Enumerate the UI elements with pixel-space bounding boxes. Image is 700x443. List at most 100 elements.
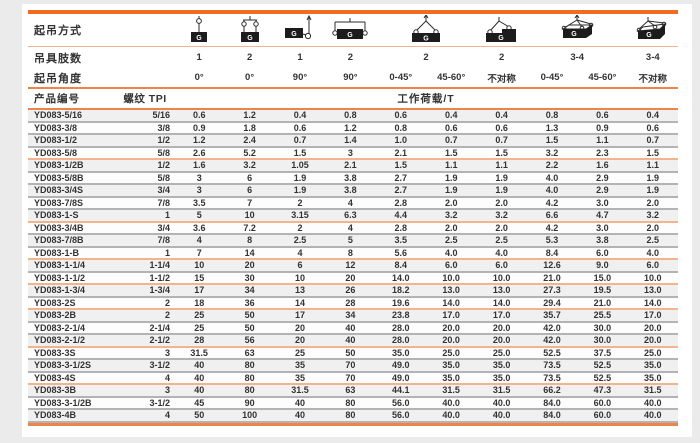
table-row: YD083-3-1/2S 3-1/2 40 80 35 70 49.0 35.0 35.0 73.… (28, 360, 678, 373)
lifting-angle-value: 90° (292, 72, 308, 83)
load-value: 10 (194, 260, 205, 271)
thread-tpi-value: 2 (164, 297, 170, 308)
table-row: YD083-4S 4 40 80 35 70 49.0 35.0 35.0 73.5 52.5 35.… (28, 372, 678, 385)
load-value: 10.0 (492, 272, 511, 283)
load-value: 0.6 (646, 122, 660, 133)
working-load-header: 工作荷载/T (397, 93, 455, 105)
sling-legs-count: 3-4 (570, 52, 585, 63)
load-value: 40.0 (492, 397, 511, 408)
load-value: 1.5 (293, 147, 307, 158)
svg-text:G: G (498, 35, 504, 42)
load-value: 18.2 (392, 285, 410, 296)
load-value: 70 (345, 372, 356, 383)
product-code: YD083-7/8B (34, 235, 84, 246)
product-code: YD083-3-1/2S (34, 360, 92, 371)
load-value: 100 (242, 410, 258, 421)
sling-legs-count: 2 (423, 52, 429, 63)
sling-single-90deg-icon: G (275, 14, 325, 46)
product-code: YD083-2-1/4 (34, 322, 86, 333)
load-value: 0.8 (545, 110, 559, 121)
load-value: 60.0 (593, 410, 612, 421)
load-value: 2.5 (293, 235, 307, 246)
load-value: 1.6 (192, 160, 206, 171)
load-value: 50 (244, 310, 255, 321)
load-value: 31.5 (190, 347, 208, 358)
load-value: 56 (244, 335, 255, 346)
load-value: 2.0 (444, 197, 458, 208)
load-value: 1.8 (243, 122, 256, 133)
sling-two-leg-asymmetric-icon: G (476, 14, 526, 46)
thread-tpi-value: 3 (164, 347, 170, 358)
load-value: 84.0 (543, 410, 561, 421)
load-value: 1.0 (394, 135, 408, 146)
load-value: 52.5 (593, 372, 612, 383)
load-value: 45 (194, 397, 205, 408)
table-row: YD083-5/16 5/16 0.6 1.2 0.4 0.8 0.6 0.4 0.4 0.8 0.… (28, 110, 678, 123)
load-value: 1.5 (394, 160, 408, 171)
load-value: 35.7 (543, 310, 561, 321)
load-value: 28.0 (392, 322, 410, 333)
load-value: 63 (345, 385, 356, 396)
thread-tpi-value: 3/4 (157, 222, 170, 233)
load-value: 17 (194, 285, 205, 296)
load-value: 20.0 (644, 322, 662, 333)
load-value: 0.4 (495, 110, 508, 121)
load-value: 7 (196, 247, 202, 258)
table-row: YD083-1-1/2 1-1/2 15 30 10 20 14.0 10.0 10.0 21.0… (28, 272, 678, 285)
load-value: 8 (247, 235, 253, 246)
load-value: 15.0 (593, 272, 612, 283)
lifting-angle-value: 0° (194, 72, 204, 83)
load-value: 4.2 (545, 222, 559, 233)
load-value: 25.0 (492, 347, 511, 358)
load-value: 4.0 (545, 172, 559, 183)
load-value: 0.6 (596, 110, 609, 121)
product-code: YD083-1-S (34, 210, 79, 221)
load-value: 25.0 (644, 347, 662, 358)
lifting-angle-value: 不对称 (638, 73, 668, 85)
load-value: 2.5 (444, 235, 458, 246)
load-value: 0.9 (596, 122, 609, 133)
sling-legs-label: 吊具肢数 (34, 52, 82, 65)
load-value: 19.5 (593, 285, 612, 296)
load-value: 2.1 (344, 160, 357, 171)
load-value: 73.5 (543, 372, 561, 383)
load-value: 13 (294, 285, 305, 296)
load-value: 50 (194, 410, 205, 421)
load-value: 0.6 (293, 122, 307, 133)
load-value: 40 (194, 372, 205, 383)
load-value: 25.5 (593, 310, 612, 321)
product-code: YD083-5/8B (34, 172, 84, 183)
load-value: 4 (347, 222, 353, 233)
svg-text:G: G (571, 31, 577, 38)
load-value: 20 (294, 335, 305, 346)
table-row: YD083-5/8 5/8 2.6 5.2 1.5 3 2.1 1.5 1.5 3.2 2.3 1.5 (28, 147, 678, 160)
load-value: 3.2 (444, 210, 458, 221)
load-value: 40.0 (492, 410, 511, 421)
product-code: YD083-1/2 (34, 135, 78, 146)
load-value: 27.3 (543, 285, 561, 296)
load-value: 2 (297, 197, 303, 208)
load-value: 1.9 (444, 172, 458, 183)
load-value: 40.0 (644, 397, 662, 408)
lifting-angle-value: 45-60° (588, 72, 617, 83)
lifting-method-label: 起吊方式 (34, 25, 82, 37)
load-value: 1.5 (545, 135, 559, 146)
load-value: 80 (345, 397, 356, 408)
load-value: 7 (247, 197, 253, 208)
load-value: 1.3 (545, 122, 559, 133)
load-value: 2.4 (243, 135, 256, 146)
load-value: 23.8 (392, 310, 410, 321)
thread-tpi-value: 1/2 (157, 160, 170, 171)
load-value: 0.8 (394, 122, 408, 133)
load-value: 9.0 (596, 260, 609, 271)
load-value: 4 (347, 197, 353, 208)
load-value: 4.0 (646, 247, 660, 258)
product-code: YD083-2B (34, 310, 77, 321)
product-code: YD083-3B (34, 385, 77, 396)
product-code: YD083-1-3/4 (34, 285, 86, 296)
load-value: 30 (244, 272, 255, 283)
load-value: 40.0 (644, 410, 662, 421)
load-value: 1.1 (444, 160, 458, 171)
load-value: 10 (244, 210, 255, 221)
